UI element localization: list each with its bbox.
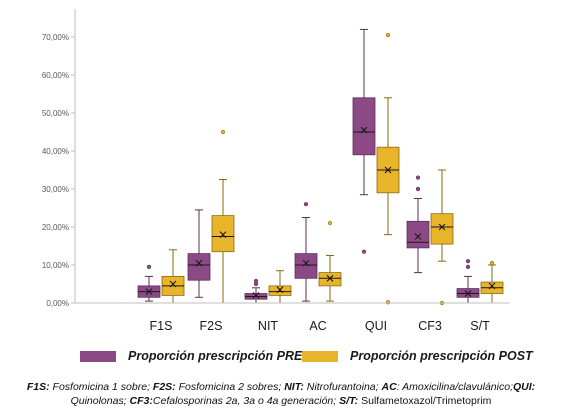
box-iqr [187,253,211,281]
box-iqr [211,215,235,253]
footnote-key-ac: AC [381,381,397,393]
legend-label-pre: Proporción prescripción PRE [128,349,303,363]
box-pre-nit [244,278,268,304]
box-pre-cf3 [406,175,430,274]
boxplot-series [137,28,504,306]
y-tick-label: 10,00% [42,261,69,270]
y-tick-label: 30,00% [42,185,69,194]
chart-legend: Proporción prescripción PRE Proporción p… [80,349,550,369]
x-tick-label: F2S [200,319,223,333]
mean-marker [169,280,177,288]
box-post-ac [318,221,342,302]
x-tick-label: NIT [258,319,279,333]
box-iqr [268,285,292,296]
outlier-point [220,129,226,135]
box-pre-st [456,259,480,304]
legend-label-post: Proporción prescripción POST [350,349,533,363]
x-tick-label: QUI [365,319,387,333]
outlier-point [327,221,333,226]
mean-marker [414,233,422,240]
x-tick-label: CF3 [418,319,442,333]
box-pre-f2s [187,209,211,298]
footnote-key-qui: QUI: [512,381,536,393]
abbreviations-footnote: F1S: Fosfomicina 1 sobre; F2S: Fosfomici… [0,380,562,408]
footnote-key-f2s: F2S: [152,381,176,393]
footnote-key-cf3: CF3: [129,395,153,407]
box-post-nit [268,270,292,304]
box-pre-ac [294,202,318,302]
mean-marker [302,259,310,267]
legend-swatch-pre [80,350,116,362]
footnote-text-ac: : Amoxicilina/clavulánico; [396,381,513,393]
outlier-point [489,261,495,266]
boxplot-chart: 0,00% 10,00% 20,00% 30,00% 40,00% 50,00% 60,00… [42,9,510,333]
y-tick-label: 50,00% [42,109,69,118]
box-iqr [430,213,454,245]
outlier-point [253,278,259,284]
footnote-text-st: Sulfametoxazol/Trimetoprim [358,395,492,407]
footnote-text-qui: Quinolonas; [70,395,130,407]
mean-marker [326,274,334,282]
box-iqr [318,272,342,287]
y-tick-label: 70,00% [42,33,69,42]
legend-swatch-post [302,350,338,362]
y-tick-label: 60,00% [42,71,69,80]
mean-marker [438,223,446,231]
mean-marker [488,282,496,290]
footnote-key-st: S/T: [339,395,359,407]
footnote-key-nit: NIT: [284,381,304,393]
x-tick-label: S/T [470,319,490,333]
outlier-point [303,202,309,207]
footnote-key-f1s: F1S: [26,381,50,393]
box-post-qui [376,32,400,305]
outlier-point [465,259,471,264]
footnote-text-cf3: Cefalosporinas 2a, 3a o 4a generación [152,395,334,407]
mean-marker [276,286,284,294]
box-post-st [480,261,504,304]
footnote-text-nit: Nitrofurantoina; [303,381,382,393]
box-iqr [406,220,430,249]
box-post-f1s [161,249,185,304]
mean-marker [252,292,260,299]
box-post-cf3 [430,169,454,306]
y-tick-label: 20,00% [42,223,69,232]
outlier-point [385,32,391,38]
outlier-point [146,264,152,270]
mean-marker [219,231,227,238]
mean-marker [360,126,368,134]
outlier-point [361,249,367,254]
box-post-f2s [211,129,235,304]
x-tick-label: F1S [150,319,173,333]
legend-item-post: Proporción prescripción POST [302,349,533,363]
x-tick-label: AC [309,319,326,333]
y-tick-label: 0,00% [46,299,69,308]
mean-marker [145,288,153,295]
x-axis: F1S F2S NIT AC QUI CF3 S/T [75,302,510,333]
footnote-sep-st: ; [333,395,340,407]
y-axis: 0,00% 10,00% 20,00% 30,00% 40,00% 50,00% 60,00… [42,9,76,308]
outlier-point [465,264,471,270]
mean-marker [195,259,203,267]
outlier-point [415,186,421,192]
box-pre-f1s [137,264,161,302]
legend-item-pre: Proporción prescripción PRE [80,349,302,363]
footnote-text-f1s: Fosfomicina 1 sobre; [49,381,153,393]
mean-marker [384,166,392,174]
mean-marker [464,290,472,297]
footnote-text-f2s: Fosfomicina 2 sobres; [175,381,285,393]
y-tick-label: 40,00% [42,147,69,156]
box-pre-qui [352,28,376,254]
box-iqr [294,253,318,279]
outlier-point [415,175,421,180]
box-iqr [352,97,376,156]
